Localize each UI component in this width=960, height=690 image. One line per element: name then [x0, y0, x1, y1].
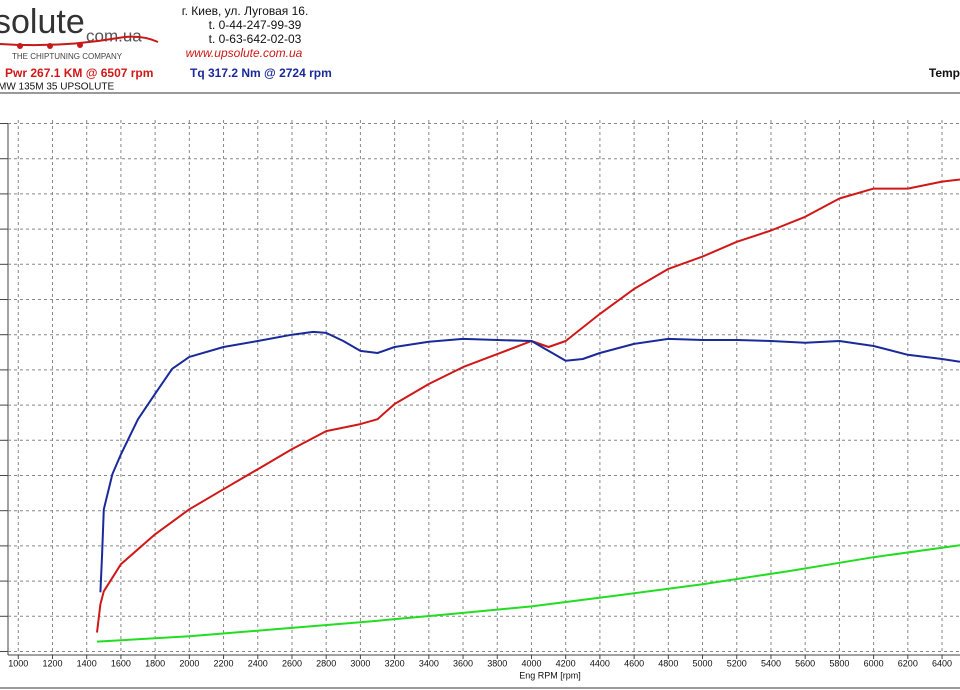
x-tick-label: 1400 — [77, 658, 97, 668]
curve — [99, 330, 960, 593]
x-tick-label: 6000 — [864, 658, 884, 668]
x-tick-label: 6400 — [932, 658, 952, 668]
x-tick-label: 4600 — [624, 658, 644, 668]
x-tick-label: 4400 — [590, 658, 610, 668]
x-tick-label: 4800 — [658, 658, 678, 668]
x-tick-label: 3000 — [350, 658, 370, 668]
website: www.upsolute.com.ua — [186, 46, 303, 60]
x-tick-label: 2000 — [179, 658, 199, 668]
x-tick-label: 1600 — [111, 658, 131, 668]
x-tick-label: 3200 — [385, 658, 405, 668]
temp-label: Temp — [929, 66, 960, 80]
x-tick-label: 2200 — [214, 658, 234, 668]
x-tick-label: 6200 — [898, 658, 918, 668]
run-name: MW 135M 35 UPSOLUTE — [0, 82, 114, 93]
address: г. Киев, ул. Луговая 16. — [182, 4, 309, 18]
curve — [96, 544, 960, 643]
x-tick-label: 5200 — [727, 658, 747, 668]
x-tick-label: 3800 — [487, 658, 507, 668]
x-tick-label: 2400 — [248, 658, 268, 668]
logo-swoosh — [0, 35, 159, 47]
x-tick-label: 3400 — [419, 658, 439, 668]
curve — [96, 178, 960, 633]
x-tick-label: 1000 — [8, 658, 28, 668]
phone: t. 0-44-247-99-39 — [209, 18, 302, 32]
x-tick-label: 2600 — [282, 658, 302, 668]
torque-note: Tq 317.2 Nm @ 2724 rpm — [190, 66, 332, 80]
logo-dot — [77, 42, 83, 48]
x-tick-label: 2800 — [316, 658, 336, 668]
logo-dot — [47, 43, 53, 49]
x-tick-label: 5000 — [693, 658, 713, 668]
x-axis-title: Eng RPM [rpm] — [519, 670, 581, 680]
phone: t. 0-63-642-02-03 — [209, 32, 302, 46]
tagline: THE CHIPTUNING COMPANY — [12, 52, 123, 61]
x-tick-label: 5800 — [829, 658, 849, 668]
x-tick-label: 3600 — [453, 658, 473, 668]
x-tick-label: 5400 — [761, 658, 781, 668]
x-tick-label: 4000 — [521, 658, 541, 668]
x-tick-label: 5600 — [795, 658, 815, 668]
x-tick-label: 1800 — [145, 658, 165, 668]
logo: solute — [0, 3, 85, 41]
logo-dot — [17, 43, 23, 49]
x-tick-label: 1200 — [42, 658, 62, 668]
power-note: Pwr 267.1 KM @ 6507 rpm — [5, 66, 153, 80]
x-tick-label: 4200 — [556, 658, 576, 668]
